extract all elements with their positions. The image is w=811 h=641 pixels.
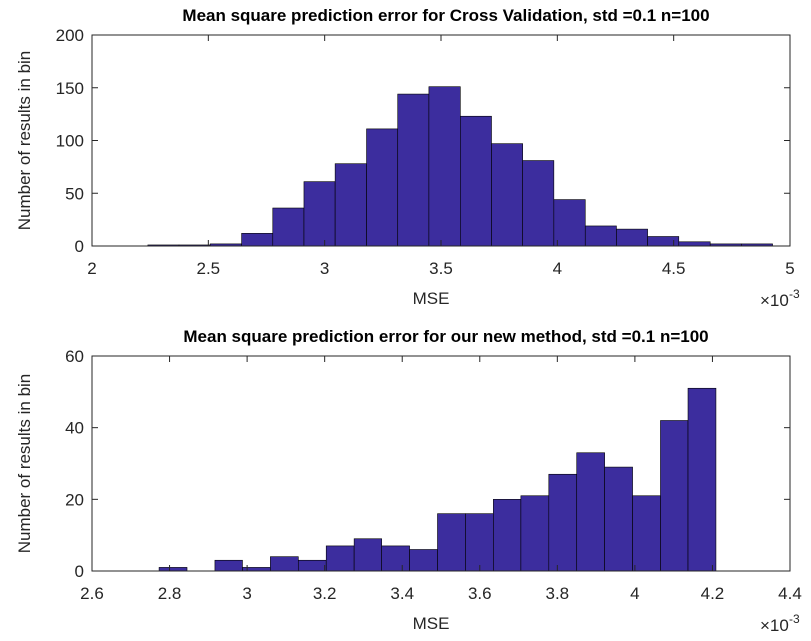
- x-tick-label: 3: [242, 584, 251, 603]
- bar: [381, 545, 410, 572]
- x-tick-label: 4.2: [701, 584, 725, 603]
- bar: [584, 225, 617, 247]
- y-axis-label: Number of results in bin: [15, 51, 34, 231]
- y-axis-label: Number of results in bin: [15, 374, 34, 554]
- x-tick-label: 2.5: [197, 259, 221, 278]
- x-tick-label: 3.4: [390, 584, 414, 603]
- x-tick-label: 4.4: [778, 584, 802, 603]
- bar: [553, 199, 586, 247]
- x-tick-label: 2.8: [158, 584, 182, 603]
- bar: [272, 207, 305, 247]
- x-multiplier: ×10: [760, 616, 789, 635]
- bar: [158, 567, 188, 572]
- bar: [397, 93, 430, 247]
- bar: [366, 128, 399, 247]
- x-axis-label: MSE: [413, 289, 450, 308]
- bar: [660, 420, 689, 572]
- bar: [214, 559, 243, 572]
- x-tick-label: 5: [785, 259, 794, 278]
- y-tick-label: 150: [56, 79, 84, 98]
- x-tick-label: 4: [630, 584, 639, 603]
- y-tick-label: 40: [65, 419, 84, 438]
- y-tick-label: 20: [65, 490, 84, 509]
- bar: [437, 513, 466, 572]
- y-tick-label: 0: [75, 237, 84, 256]
- bar: [303, 181, 336, 247]
- bar: [678, 241, 711, 247]
- bar: [616, 228, 648, 247]
- bar: [548, 473, 578, 572]
- x-tick-label: 4: [553, 259, 562, 278]
- x-tick-label: 4.5: [662, 259, 686, 278]
- x-exponent: -3: [789, 287, 800, 301]
- bar: [353, 538, 382, 572]
- bar: [270, 556, 299, 572]
- y-tick-label: 0: [75, 562, 84, 581]
- bar: [460, 115, 492, 247]
- bar: [334, 163, 367, 247]
- x-multiplier: ×10: [760, 291, 789, 310]
- bar: [687, 387, 717, 572]
- y-tick-label: 100: [56, 132, 84, 151]
- x-tick-label: 2: [87, 259, 96, 278]
- bar: [604, 466, 633, 572]
- x-tick-label: 3.8: [546, 584, 570, 603]
- axes-box: [91, 355, 791, 572]
- x-tick-label: 3.6: [468, 584, 492, 603]
- chart-title: Mean square prediction error for Cross V…: [182, 6, 709, 25]
- y-tick-label: 60: [65, 347, 84, 366]
- bar: [325, 545, 355, 572]
- y-tick-label: 200: [56, 26, 84, 45]
- bar: [465, 513, 494, 572]
- bar: [576, 452, 605, 572]
- x-exponent: -3: [789, 612, 800, 626]
- bar: [493, 499, 522, 572]
- bar: [632, 495, 661, 572]
- bar: [520, 495, 550, 572]
- bar: [241, 233, 274, 247]
- bar: [522, 160, 555, 247]
- bar: [297, 559, 327, 572]
- x-tick-label: 3: [320, 259, 329, 278]
- x-tick-label: 2.6: [80, 584, 104, 603]
- x-tick-label: 3.2: [313, 584, 337, 603]
- bar: [428, 86, 461, 247]
- bar: [409, 549, 438, 572]
- x-axis-label: MSE: [413, 614, 450, 633]
- chart-title: Mean square prediction error for our new…: [183, 327, 708, 346]
- x-tick-label: 3.5: [429, 259, 453, 278]
- bar: [491, 143, 523, 247]
- y-tick-label: 50: [65, 184, 84, 203]
